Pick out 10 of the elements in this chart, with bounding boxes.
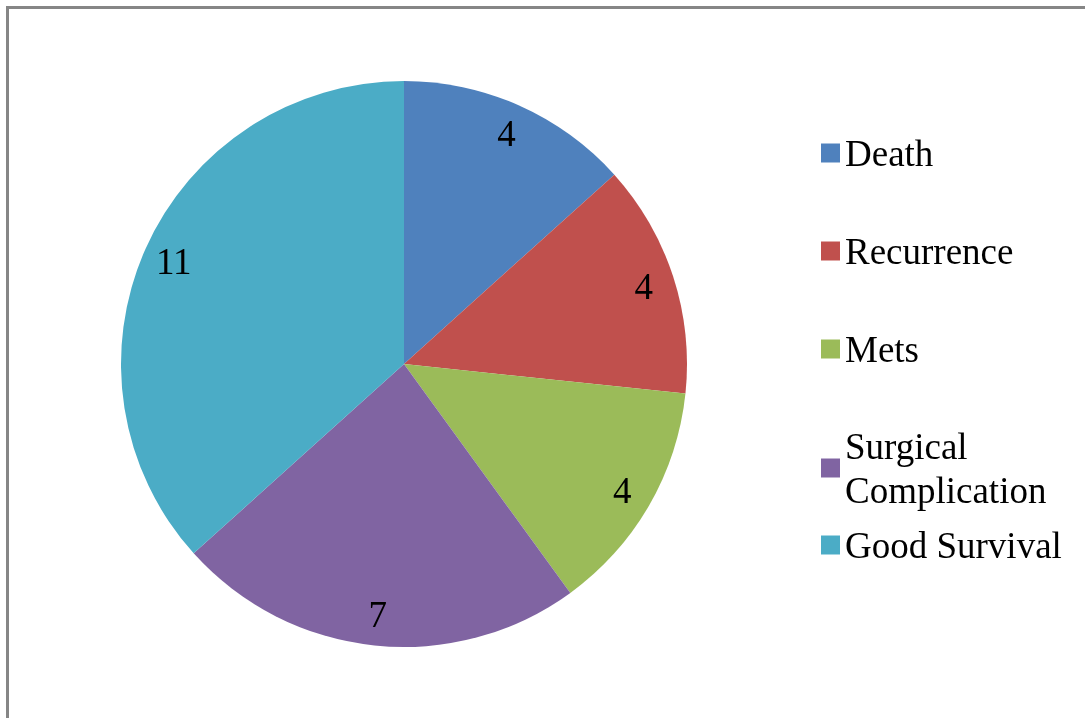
data-label: 7: [368, 594, 387, 636]
data-label: 4: [634, 265, 653, 307]
legend-label: Good Survival: [845, 524, 1062, 566]
legend-label: Death: [845, 132, 934, 174]
data-label: 4: [613, 469, 632, 511]
data-label: 4: [497, 113, 516, 155]
legend-label: Mets: [845, 328, 919, 370]
legend-label: Recurrence: [845, 230, 1014, 272]
legend-label: Surgical Complication: [845, 425, 1047, 511]
data-label: 11: [155, 240, 192, 282]
